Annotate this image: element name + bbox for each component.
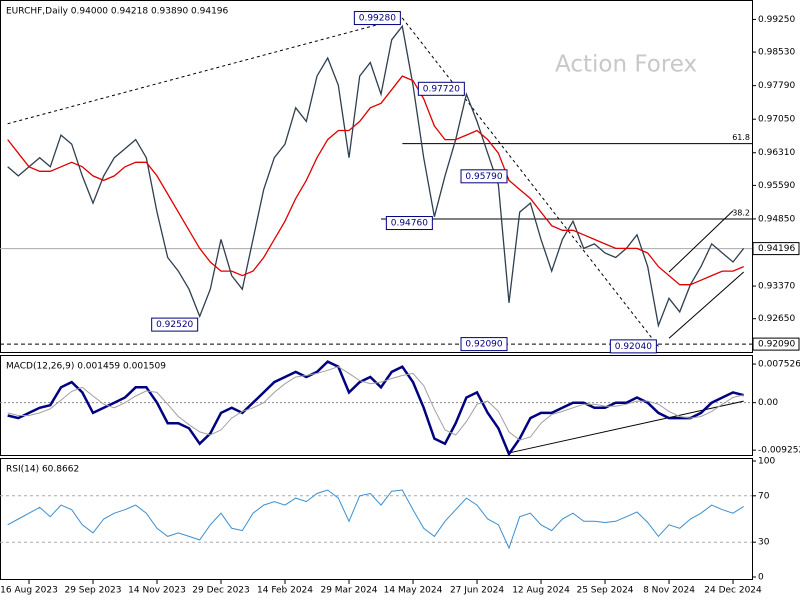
annotation-label: 0.97720 <box>423 84 460 94</box>
fib-label: 61.8 <box>732 133 750 142</box>
annotation-box <box>460 169 508 184</box>
y-tick-label: 0.94850 <box>758 214 795 224</box>
current-price-label: 0.94196 <box>758 244 795 254</box>
y-tick-label: 0.95590 <box>758 181 795 191</box>
y-tick-label: 0.93370 <box>758 282 795 292</box>
x-tick-label: 14 Nov 2023 <box>128 586 186 596</box>
x-tick-label: 16 Aug 2023 <box>0 586 58 596</box>
series-line <box>7 489 744 550</box>
y-tick-label: -0.009252 <box>758 446 800 456</box>
annotation-box <box>417 81 465 96</box>
annotation-label: 0.94760 <box>391 219 428 229</box>
x-tick-label: 12 Aug 2024 <box>512 586 570 596</box>
annotation-box <box>460 337 508 352</box>
annotation-box <box>353 11 401 26</box>
y-tick-label: 30 <box>758 538 770 548</box>
annotation-label: 0.92090 <box>465 340 502 350</box>
price-title: EURCHF,Daily 0.94000 0.94218 0.93890 0.9… <box>6 7 229 17</box>
watermark: Action Forex <box>555 52 697 78</box>
x-tick-label: 29 Mar 2024 <box>320 586 377 596</box>
annotation-label: 0.95790 <box>465 172 502 182</box>
price-panel <box>0 0 753 353</box>
series-line <box>7 24 745 328</box>
x-tick-label: 8 Nov 2024 <box>643 586 695 596</box>
annotation-label: 0.99280 <box>359 14 396 24</box>
y-tick-label: 0.92650 <box>758 314 795 324</box>
trendline <box>7 17 403 125</box>
y-tick-label: 0.007526 <box>758 360 800 370</box>
support-label: 0.92090 <box>758 340 795 350</box>
y-tick-label: 0.99250 <box>758 15 795 25</box>
x-tick-label: 25 Sep 2024 <box>576 586 633 596</box>
x-tick-label: 29 Dec 2023 <box>192 586 250 596</box>
support-box <box>752 337 800 351</box>
x-tick-label: 27 Jun 2024 <box>450 586 504 596</box>
rsi-panel <box>0 458 753 580</box>
annotation-box <box>151 317 199 332</box>
y-tick-label: 0.00 <box>758 398 778 408</box>
macd-panel <box>0 355 753 456</box>
annotation-label: 0.92520 <box>156 320 193 330</box>
fib-label: 38.2 <box>732 208 750 217</box>
annotation-box <box>385 216 433 231</box>
annotation-box <box>609 339 657 354</box>
x-tick-label: 29 Sep 2023 <box>64 586 121 596</box>
y-tick-label: 0.96310 <box>758 148 795 158</box>
annotation-label: 0.92040 <box>615 342 652 352</box>
x-tick-label: 14 May 2024 <box>384 586 443 596</box>
y-tick-label: 0.97050 <box>758 115 795 125</box>
x-tick-label: 24 Dec 2024 <box>704 586 762 596</box>
y-tick-label: 0 <box>758 573 764 583</box>
trendline <box>668 271 745 339</box>
y-tick-label: 100 <box>758 457 775 467</box>
series-line <box>7 75 744 286</box>
series-line <box>7 366 744 441</box>
trendline <box>668 210 734 273</box>
rsi-title: RSI(14) 60.8662 <box>6 465 79 475</box>
y-tick-label: 0.97790 <box>758 81 795 91</box>
y-tick-label: 0.98530 <box>758 48 795 58</box>
macd-title: MACD(12,26,9) 0.001459 0.001509 <box>6 362 166 372</box>
y-tick-label: 70 <box>758 491 770 501</box>
current-price-box <box>752 242 800 256</box>
series-line <box>7 360 745 457</box>
x-tick-label: 14 Feb 2024 <box>257 586 313 596</box>
